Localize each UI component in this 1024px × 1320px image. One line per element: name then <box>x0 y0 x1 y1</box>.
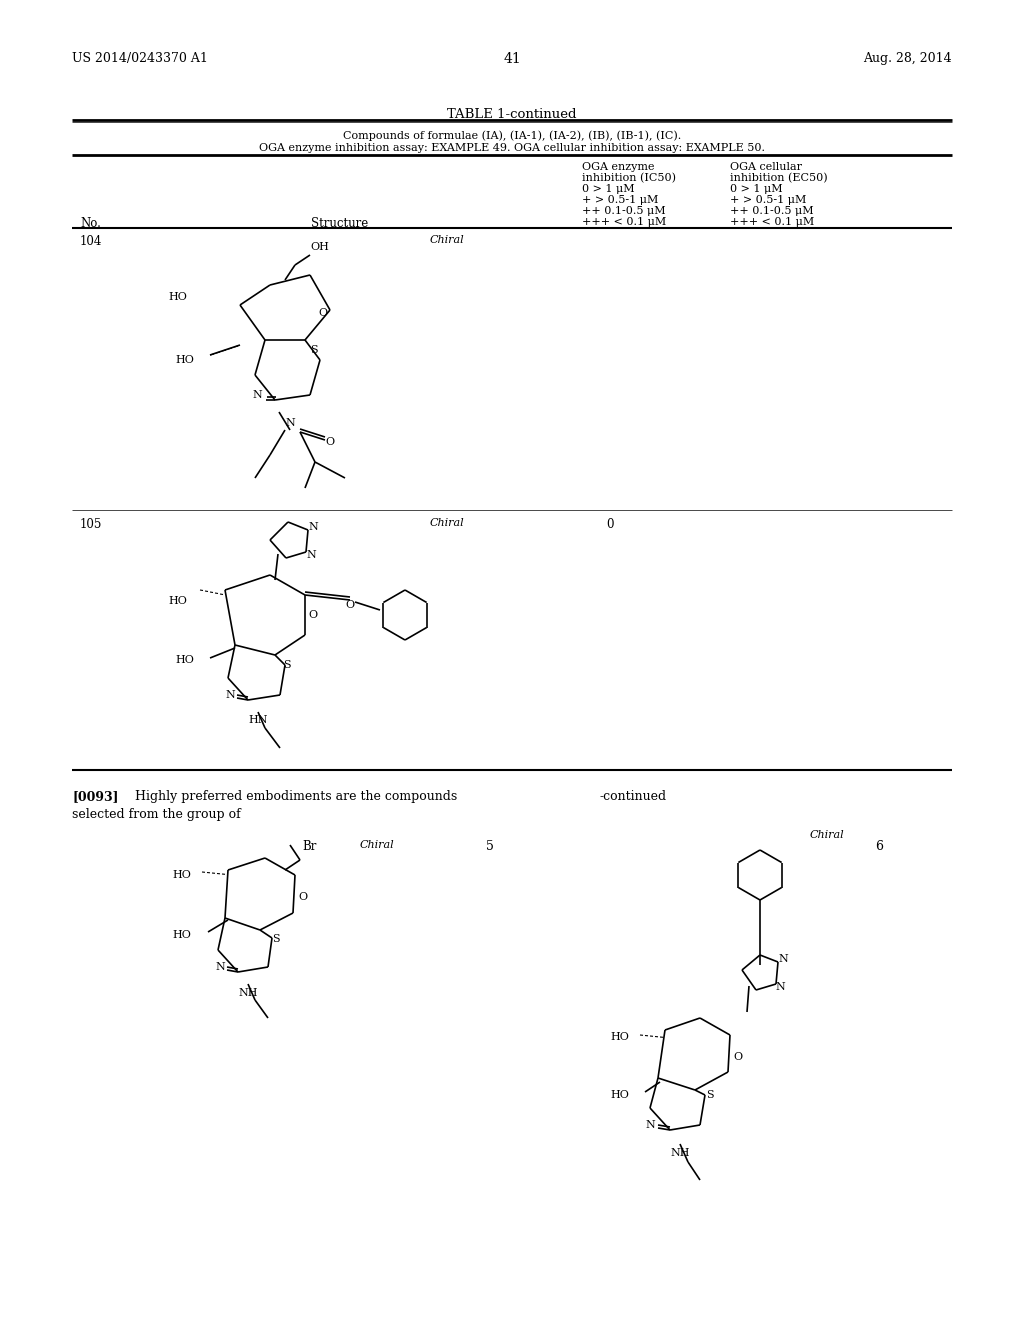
Text: N: N <box>285 418 295 428</box>
Text: N: N <box>225 690 234 700</box>
Text: HO: HO <box>610 1032 629 1041</box>
Text: HO: HO <box>172 870 190 880</box>
Text: HO: HO <box>168 292 186 302</box>
Text: N: N <box>308 521 317 532</box>
Text: 0 > 1 μM: 0 > 1 μM <box>730 183 782 194</box>
Text: + > 0.5-1 μM: + > 0.5-1 μM <box>730 195 806 205</box>
Text: O: O <box>733 1052 742 1063</box>
Text: NH: NH <box>238 987 257 998</box>
Text: 105: 105 <box>80 517 102 531</box>
Text: Highly preferred embodiments are the compounds: Highly preferred embodiments are the com… <box>135 789 458 803</box>
Text: O: O <box>325 437 334 447</box>
Text: N: N <box>306 550 315 560</box>
Text: OGA enzyme: OGA enzyme <box>582 162 654 172</box>
Text: ++ 0.1-0.5 μM: ++ 0.1-0.5 μM <box>582 206 666 216</box>
Text: US 2014/0243370 A1: US 2014/0243370 A1 <box>72 51 208 65</box>
Text: 104: 104 <box>80 235 102 248</box>
Text: No.: No. <box>80 216 101 230</box>
Text: S: S <box>272 935 280 944</box>
Text: N: N <box>778 954 787 964</box>
Text: O: O <box>298 892 307 902</box>
Text: selected from the group of: selected from the group of <box>72 808 241 821</box>
Text: Compounds of formulae (IA), (IA-1), (IA-2), (IB), (IB-1), (IC).: Compounds of formulae (IA), (IA-1), (IA-… <box>343 129 681 140</box>
Text: S: S <box>283 660 291 671</box>
Text: [0093]: [0093] <box>72 789 119 803</box>
Text: -continued: -continued <box>600 789 667 803</box>
Text: HO: HO <box>610 1090 629 1100</box>
Text: Chiral: Chiral <box>430 235 465 246</box>
Text: HO: HO <box>175 355 194 366</box>
Text: Chiral: Chiral <box>430 517 465 528</box>
Text: O: O <box>308 610 317 620</box>
Text: N: N <box>775 982 784 993</box>
Text: O: O <box>318 308 327 318</box>
Text: Chiral: Chiral <box>810 830 845 840</box>
Text: OGA enzyme inhibition assay: EXAMPLE 49. OGA cellular inhibition assay: EXAMPLE : OGA enzyme inhibition assay: EXAMPLE 49.… <box>259 143 765 153</box>
Text: N: N <box>252 389 262 400</box>
Text: 5: 5 <box>486 840 494 853</box>
Text: HN: HN <box>248 715 267 725</box>
Text: Aug. 28, 2014: Aug. 28, 2014 <box>863 51 952 65</box>
Text: 0: 0 <box>606 517 613 531</box>
Text: + > 0.5-1 μM: + > 0.5-1 μM <box>582 195 658 205</box>
Text: HO: HO <box>175 655 194 665</box>
Text: +++ < 0.1 μM: +++ < 0.1 μM <box>730 216 814 227</box>
Text: inhibition (EC50): inhibition (EC50) <box>730 173 827 183</box>
Text: N: N <box>215 962 224 972</box>
Text: Structure: Structure <box>311 216 369 230</box>
Text: Chiral: Chiral <box>360 840 394 850</box>
Text: N: N <box>645 1119 654 1130</box>
Text: TABLE 1-continued: TABLE 1-continued <box>447 108 577 121</box>
Text: HO: HO <box>168 597 186 606</box>
Text: 0 > 1 μM: 0 > 1 μM <box>582 183 635 194</box>
Text: O: O <box>345 601 354 610</box>
Text: HO: HO <box>172 931 190 940</box>
Text: 41: 41 <box>503 51 521 66</box>
Text: NH: NH <box>670 1148 689 1158</box>
Text: OGA cellular: OGA cellular <box>730 162 802 172</box>
Text: OH: OH <box>310 242 329 252</box>
Text: S: S <box>310 345 317 355</box>
Text: +++ < 0.1 μM: +++ < 0.1 μM <box>582 216 667 227</box>
Text: 6: 6 <box>874 840 883 853</box>
Text: inhibition (IC50): inhibition (IC50) <box>582 173 676 183</box>
Text: Br: Br <box>302 840 316 853</box>
Text: S: S <box>706 1090 714 1100</box>
Text: ++ 0.1-0.5 μM: ++ 0.1-0.5 μM <box>730 206 814 216</box>
